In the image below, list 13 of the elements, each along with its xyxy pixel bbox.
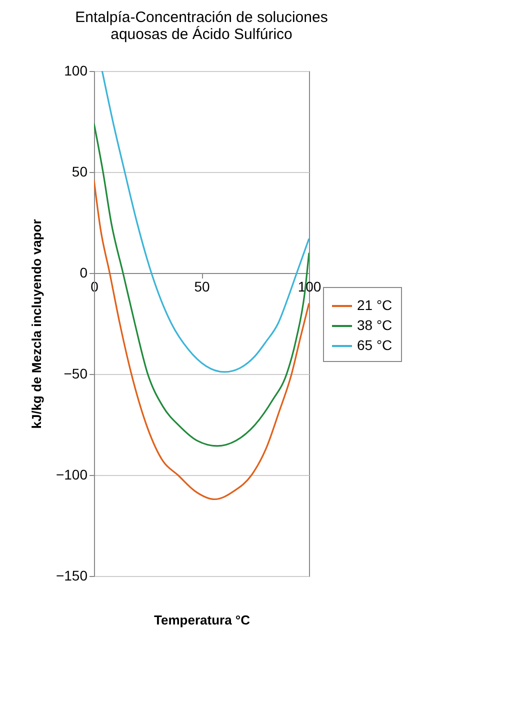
legend-label: 38 °C: [357, 317, 392, 333]
y-tick-label: −100: [56, 466, 88, 482]
y-tick-label: −150: [56, 568, 88, 584]
x-axis-title: Temperatura °C: [154, 612, 251, 628]
y-tick-label: 50: [72, 164, 88, 180]
legend-label: 21 °C: [357, 297, 392, 313]
y-axis-title: kJ/kg de Mezcla incluyendo vapor: [28, 219, 44, 429]
chart-title: Entalpía-Concentración de soluciones aquosas de Ácido Sulfúrico: [75, 9, 328, 43]
y-tick-label: 0: [80, 264, 88, 280]
y-tick-label: 100: [64, 62, 88, 78]
y-tick-label: −50: [64, 366, 88, 382]
x-tick-label: 50: [194, 278, 210, 294]
legend-label: 65 °C: [357, 337, 392, 353]
